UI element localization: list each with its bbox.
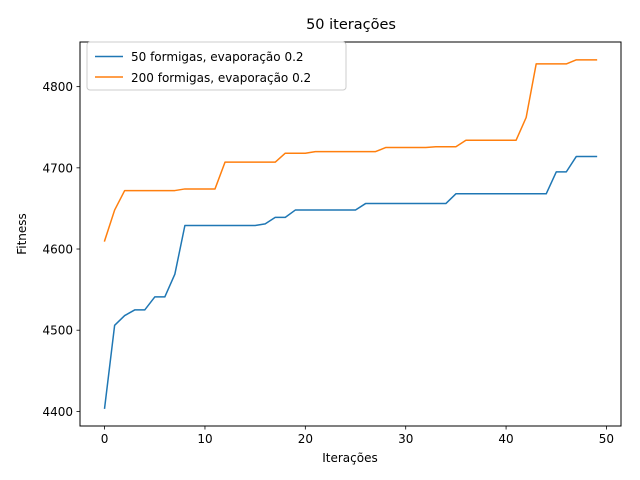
chart-title: 50 iterações bbox=[306, 17, 396, 33]
plot-frame bbox=[79, 41, 622, 427]
y-tick-label: 4800 bbox=[42, 80, 73, 94]
y-axis: 4400 4500 4600 4700 4800 bbox=[42, 80, 80, 419]
series-line-1 bbox=[103, 155, 598, 409]
y-tick-label: 4600 bbox=[42, 243, 73, 257]
x-axis: 0 10 20 30 40 50 bbox=[101, 426, 614, 446]
y-axis-label: Fitness bbox=[15, 213, 29, 255]
x-axis-label: Iterações bbox=[322, 451, 378, 465]
x-tick-label: 20 bbox=[298, 432, 313, 446]
x-tick-label: 40 bbox=[498, 432, 513, 446]
legend: 50 formigas, evaporação 0.2 200 formigas… bbox=[86, 41, 347, 91]
plot-area bbox=[79, 41, 622, 427]
y-tick-label: 4700 bbox=[42, 161, 73, 175]
legend-label-series-2: 200 formigas, evaporação 0.2 bbox=[131, 71, 311, 85]
series-line-2 bbox=[103, 59, 598, 242]
legend-box bbox=[86, 41, 347, 91]
y-tick-label: 4500 bbox=[42, 324, 73, 338]
series-layer bbox=[103, 59, 598, 409]
x-tick-label: 50 bbox=[599, 432, 614, 446]
y-tick-label: 4400 bbox=[42, 405, 73, 419]
x-tick-label: 0 bbox=[101, 432, 109, 446]
x-tick-label: 30 bbox=[398, 432, 413, 446]
legend-label-series-1: 50 formigas, evaporação 0.2 bbox=[131, 50, 304, 64]
x-tick-label: 10 bbox=[197, 432, 212, 446]
